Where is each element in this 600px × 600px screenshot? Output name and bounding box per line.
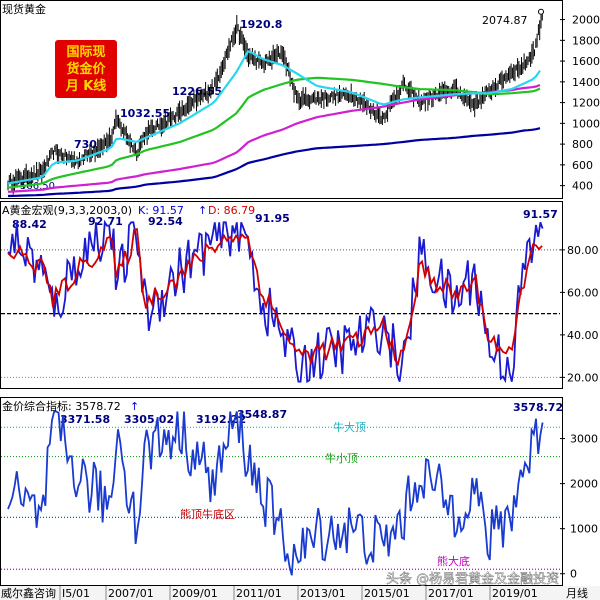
footer-period: 月线 <box>566 586 588 600</box>
x-axis-label: I5/01 <box>62 587 90 600</box>
kd-ytick-label: 20.00 <box>567 371 599 384</box>
panel-bot-frame <box>0 397 563 586</box>
ma-navy-line <box>7 127 541 198</box>
top-ytick-label: 1200 <box>572 97 600 110</box>
comp-ytick-label: 3000 <box>570 433 598 446</box>
comp-peak-4: 3548.87 <box>237 408 287 421</box>
kd-header-k-arrow: ↑ <box>198 204 207 217</box>
kd-ytick-label: 40.00 <box>567 329 599 342</box>
ma-cyan-line <box>7 49 541 185</box>
kd-peak-1: 88.42 <box>12 218 47 231</box>
badge-line3: 月 K线 <box>65 78 107 94</box>
comp-peak-1: 3371.58 <box>60 413 110 426</box>
ref-label-bear-top-bull-bottom: 熊顶牛底区 <box>180 507 235 521</box>
kd-header-name: A黄金宏观(9,3,3,2003,0) <box>2 203 132 217</box>
kd-ytick-label: 80.00 <box>567 244 599 257</box>
peak-1032: 1032.55 <box>120 107 170 120</box>
x-axis-label: 2017/01 <box>428 587 474 600</box>
price-peak-marker <box>538 8 544 15</box>
ref-label-bull-small-top: 牛小顶 <box>325 451 358 465</box>
comp-ytick-label: 2000 <box>570 478 598 491</box>
kd-header-k: K: 91.57 <box>138 204 184 217</box>
low-label: 566.50 <box>20 181 55 192</box>
top-ytick-label: 800 <box>572 138 593 151</box>
x-axis-label: 2019/01 <box>492 587 538 600</box>
chart-plots: 400 600 800 1000 1200 1400 1600 1800 2000 20.00 40… <box>1 8 600 581</box>
peak-730: 730 <box>74 138 97 151</box>
ref-label-bear-big-bottom: 熊大底 <box>437 554 470 568</box>
top-ytick-label: 1400 <box>572 76 600 89</box>
panel-top-title: 现货黄金 <box>2 2 46 16</box>
chart-badge: 国际现 货金价 月 K线 <box>55 40 117 98</box>
badge-background <box>55 40 117 98</box>
peak-1226: 1226.55 <box>172 85 222 98</box>
kd-d-line <box>7 228 543 367</box>
peak-1920: 1920.8 <box>240 18 282 31</box>
panel-mid-frame <box>0 201 563 389</box>
footer-watermark: 头条 @杨易君黄金及金融投资 <box>386 571 559 587</box>
x-axis-labels: I5/01 2007/01 2009/01 2011/01 2013/01 2015/01… <box>59 586 538 600</box>
top-ytick-label: 1600 <box>572 55 600 68</box>
comp-ytick-label: 0 <box>570 568 577 581</box>
top-ytick-label: 1000 <box>572 117 600 130</box>
badge-line2: 货金价 <box>66 61 106 77</box>
footer-source: 威尔鑫咨询 <box>1 586 56 600</box>
comp-peak-5: 3578.72 <box>513 401 563 414</box>
comp-line <box>7 410 544 576</box>
kd-k-line <box>7 219 544 384</box>
x-axis-label: 2007/01 <box>108 587 154 600</box>
kd-peak-3: 92.54 <box>148 215 183 228</box>
x-axis-label: 2015/01 <box>364 587 410 600</box>
top-ytick-label: 400 <box>572 180 593 193</box>
price-current-label: 2074.87 <box>482 14 528 27</box>
comp-header: 金价综合指标: 3578.72 <box>2 399 121 413</box>
comp-header-arrow: ↑ <box>130 400 139 413</box>
badge-line1: 国际现 <box>66 45 105 60</box>
x-axis-label: 2009/01 <box>172 587 218 600</box>
ma-magenta-line <box>7 83 541 193</box>
panel-top-frame <box>0 0 563 199</box>
kd-peak-5: 91.57 <box>523 208 558 221</box>
kd-header-d: D: 86.79 <box>208 204 255 217</box>
ma-green-line <box>7 76 541 189</box>
kd-ytick-label: 60.00 <box>567 286 599 299</box>
footer-bar <box>0 586 600 600</box>
top-ytick-label: 1800 <box>572 34 600 47</box>
kd-peak-4: 91.95 <box>255 212 290 225</box>
top-ytick-label: 2000 <box>572 14 600 27</box>
top-ytick-label: 600 <box>572 159 593 172</box>
comp-ytick-label: 1000 <box>570 523 598 536</box>
panel-frames <box>0 0 563 586</box>
x-axis-label: 2011/01 <box>236 587 282 600</box>
x-axis-label: 2013/01 <box>300 587 346 600</box>
comp-peak-2: 3305.02 <box>124 413 174 426</box>
